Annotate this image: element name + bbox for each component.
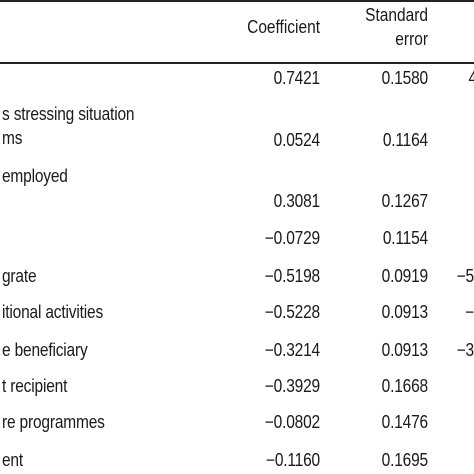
row-label: employed <box>2 166 68 186</box>
header-coefficient: Coefficient <box>247 17 320 37</box>
coef-cell: 0.7421 <box>273 68 320 88</box>
coef-cell: −0.5228 <box>264 302 320 322</box>
row-label: s stressing situation <box>2 104 135 124</box>
coef-cell: −0.0802 <box>264 412 320 432</box>
se-cell: 0.0913 <box>381 340 428 360</box>
coef-cell: −0.3214 <box>264 340 320 360</box>
coef-cell: −0.3929 <box>264 376 320 396</box>
table-top-rule <box>0 0 474 2</box>
coef-cell: −0.5198 <box>264 266 320 286</box>
row-label: t recipient <box>2 376 68 396</box>
extra-cell: −3 <box>456 340 474 360</box>
coef-cell: −0.1160 <box>265 450 320 470</box>
row-label: itional activities <box>2 302 104 322</box>
row-label: grate <box>2 266 37 286</box>
se-cell: 0.0913 <box>381 302 428 322</box>
row-label: re programmes <box>2 412 105 432</box>
coef-cell: −0.0729 <box>264 228 320 248</box>
row-label: ent <box>2 450 24 470</box>
se-cell: 0.1580 <box>381 68 428 88</box>
extra-cell: −5 <box>456 266 474 286</box>
header-rule <box>0 62 474 64</box>
se-cell: 0.1164 <box>382 130 428 150</box>
extra-cell: − <box>465 302 474 322</box>
extra-cell: 4 <box>382 67 474 89</box>
coef-cell: 0.3081 <box>273 191 320 211</box>
row-label: e beneficiary <box>2 340 88 360</box>
coef-cell: 0.0524 <box>273 130 320 150</box>
se-cell: 0.1154 <box>382 228 428 248</box>
se-cell: 0.1267 <box>381 191 428 211</box>
se-cell: 0.1476 <box>381 412 428 432</box>
header-error: error <box>395 29 428 49</box>
se-cell: 0.0919 <box>381 266 428 286</box>
row-label-cont: ms <box>2 128 23 148</box>
header-standard: Standard <box>365 5 428 25</box>
se-cell: 0.1695 <box>381 450 428 470</box>
se-cell: 0.1668 <box>381 376 428 396</box>
